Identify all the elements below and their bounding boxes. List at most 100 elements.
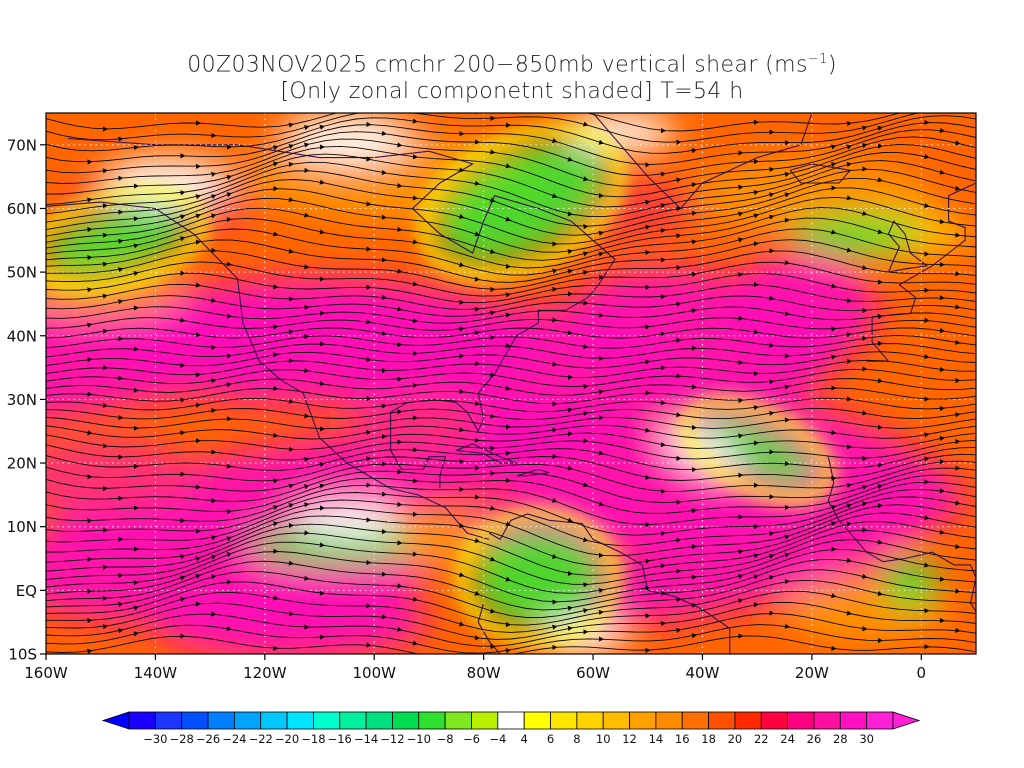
streamline-arrowhead <box>738 433 744 439</box>
streamline-arrowhead <box>211 171 217 177</box>
streamline-arrowhead <box>660 530 666 537</box>
colorbar-tick-label: −24 <box>222 732 246 746</box>
streamline-arrowhead <box>738 633 744 639</box>
streamline-arrowhead <box>831 429 837 436</box>
streamline-arrowhead <box>877 279 883 285</box>
streamline-arrowhead <box>102 203 108 209</box>
streamline-arrowhead <box>366 121 372 127</box>
streamline-arrowhead <box>397 540 403 546</box>
streamline-arrowhead <box>102 328 108 334</box>
streamline-arrowhead <box>552 361 558 367</box>
streamline-arrowhead <box>583 300 589 306</box>
streamline-arrowhead <box>784 417 790 423</box>
streamline-arrowhead <box>676 265 682 271</box>
lat-tick-label: 70N <box>7 136 37 154</box>
streamline-arrowhead <box>552 268 558 274</box>
streamline <box>46 612 976 647</box>
streamline-arrowhead <box>645 585 651 591</box>
streamline-arrowhead <box>474 180 480 186</box>
streamline-arrowhead <box>753 523 759 530</box>
streamline-arrowhead <box>87 474 93 480</box>
coastline-segment <box>866 182 976 362</box>
streamline-arrowhead <box>366 559 372 566</box>
streamline-arrowhead <box>118 628 124 634</box>
streamline-arrowhead <box>846 503 852 509</box>
streamline <box>46 177 976 236</box>
streamline-arrowhead <box>598 552 604 559</box>
streamline-arrowhead <box>645 613 651 619</box>
streamline-arrowhead <box>397 409 403 415</box>
streamline-arrowhead <box>784 534 790 540</box>
streamline-arrowhead <box>211 574 217 580</box>
streamline-arrowhead <box>645 390 651 396</box>
colorbar-swatch <box>576 711 604 730</box>
streamline-arrowhead <box>769 342 775 348</box>
streamline-arrowhead <box>102 527 108 533</box>
streamline-arrowhead <box>87 159 93 165</box>
streamline-arrowhead <box>505 521 511 527</box>
streamline-arrowhead <box>273 521 279 527</box>
streamline-arrowhead <box>877 591 883 597</box>
streamline-arrowhead <box>924 354 930 360</box>
streamline-arrowhead <box>226 381 232 388</box>
streamline-arrowhead <box>753 602 759 608</box>
streamline-arrowhead <box>459 326 465 332</box>
streamline-arrowhead <box>381 294 387 300</box>
streamline-arrowhead <box>195 163 201 170</box>
streamline-arrowhead <box>87 197 93 203</box>
streamline-arrowhead <box>304 413 310 419</box>
streamline-arrowhead <box>102 293 108 299</box>
streamline-arrowhead <box>505 163 511 169</box>
streamline <box>46 548 976 603</box>
colorbar-tick-label: 14 <box>649 732 664 746</box>
shear-shading-patch <box>46 437 200 514</box>
streamline-arrowhead <box>273 548 279 554</box>
streamline-arrowhead <box>272 161 279 167</box>
streamline-arrowhead <box>877 340 883 347</box>
streamline-arrowhead <box>862 265 868 271</box>
streamline-arrowhead <box>645 647 651 654</box>
streamline-arrowhead <box>366 356 372 362</box>
streamline-arrowhead <box>412 415 418 421</box>
streamline-arrowhead <box>366 456 372 462</box>
streamline-arrowhead <box>955 140 961 146</box>
streamline-arrowhead <box>133 270 139 277</box>
streamline-arrowhead <box>939 127 945 133</box>
streamline-arrowhead <box>784 192 790 198</box>
streamline-arrowhead <box>645 284 651 290</box>
streamline-arrowhead <box>288 560 294 566</box>
streamline-arrowhead <box>660 621 666 627</box>
streamline-arrowhead <box>784 384 790 390</box>
streamline-arrowhead <box>583 537 589 543</box>
streamline-arrowhead <box>273 385 279 391</box>
streamline-arrowhead <box>459 658 464 663</box>
streamline-arrowhead <box>490 413 496 419</box>
lat-tick-label: 60N <box>7 200 37 218</box>
streamline-arrowhead <box>567 407 573 413</box>
streamline-arrowhead <box>831 475 837 481</box>
streamline-arrowhead <box>861 125 868 131</box>
colorbar-tick-label: 10 <box>596 732 611 746</box>
streamline-arrowhead <box>505 292 511 298</box>
colorbar-swatch <box>154 711 183 730</box>
streamline-arrowhead <box>877 637 883 644</box>
coastline-segment <box>887 220 929 273</box>
streamline <box>46 378 976 396</box>
streamline-arrowhead <box>583 582 589 588</box>
streamline-arrowhead <box>955 588 961 594</box>
streamline-arrowhead <box>598 501 604 507</box>
streamline-arrowhead <box>877 143 883 149</box>
streamline <box>46 160 976 218</box>
streamline-arrowhead <box>598 355 604 362</box>
streamline-arrowhead <box>397 342 403 348</box>
colorbar-swatch <box>444 711 472 730</box>
streamline-arrowhead <box>304 456 310 462</box>
streamline-arrowhead <box>133 183 139 189</box>
streamline-arrowhead <box>552 453 558 459</box>
streamline-arrowhead <box>862 166 868 172</box>
colorbar-tick-label: 28 <box>833 732 848 746</box>
streamline-arrowhead <box>195 332 201 338</box>
streamline-arrowhead <box>753 482 759 488</box>
streamline <box>46 295 976 317</box>
chart-title: 00Z03NOV2025 cmchr 200−850mb vertical sh… <box>0 46 1024 105</box>
